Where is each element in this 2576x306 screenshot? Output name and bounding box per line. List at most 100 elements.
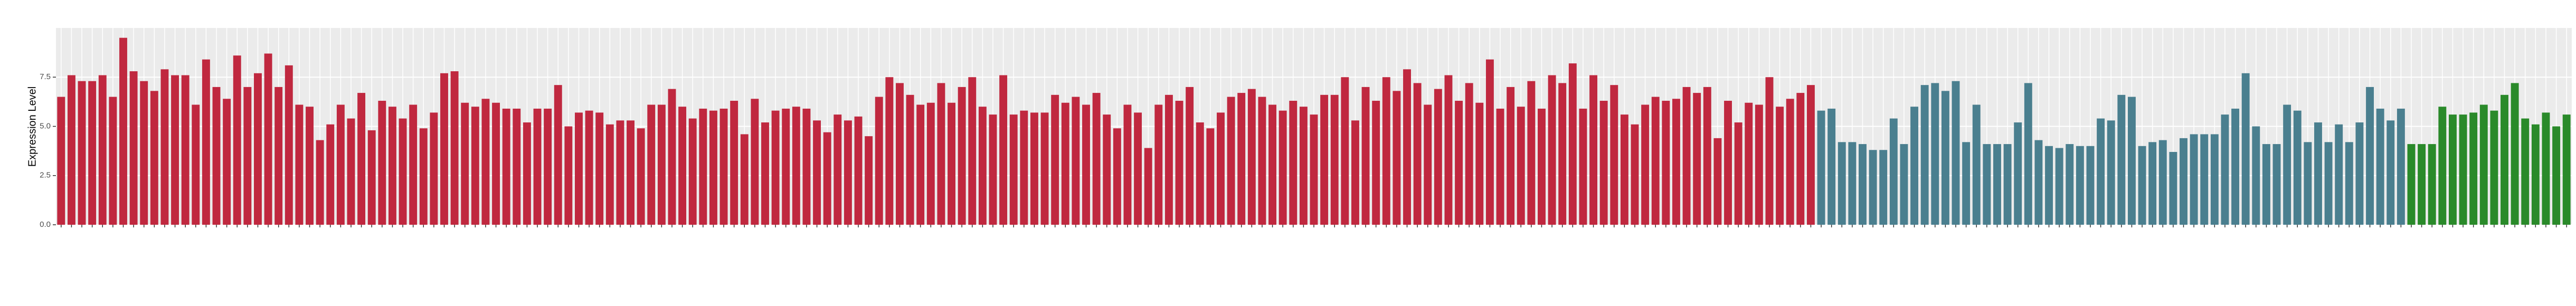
- bar: [1568, 63, 1577, 225]
- bar: [1920, 85, 1929, 225]
- y-tick-label: 7.5: [40, 72, 51, 81]
- bar: [1475, 102, 1484, 225]
- bar: [57, 97, 65, 225]
- bar: [1579, 108, 1587, 225]
- bar: [1455, 101, 1463, 225]
- bar: [1092, 93, 1101, 225]
- bar: [2355, 122, 2364, 225]
- bar: [2428, 144, 2436, 225]
- bar: [1217, 112, 1225, 225]
- bar: [1776, 107, 1784, 225]
- bar: [2231, 108, 2240, 225]
- bar: [1993, 144, 2001, 225]
- bar: [1258, 97, 1266, 225]
- bar: [295, 104, 304, 225]
- bar: [699, 108, 707, 225]
- bar: [1496, 108, 1504, 225]
- bar: [937, 83, 945, 225]
- bar: [1040, 112, 1049, 225]
- bar: [1020, 110, 1028, 225]
- bar: [1589, 75, 1598, 225]
- bar: [730, 101, 738, 225]
- bar: [2521, 118, 2530, 225]
- bar: [440, 73, 448, 225]
- bar: [254, 73, 262, 225]
- bar: [306, 107, 314, 225]
- bar: [1527, 81, 1536, 225]
- y-tick-label: 0.0: [40, 220, 51, 229]
- bar: [668, 89, 676, 225]
- bar: [802, 108, 811, 225]
- bar: [1734, 122, 1742, 225]
- bar: [709, 110, 717, 225]
- bar: [2335, 124, 2343, 225]
- bar: [2304, 142, 2312, 225]
- bar: [347, 118, 355, 225]
- bar: [1330, 94, 1339, 225]
- bar: [171, 75, 179, 225]
- bar: [1413, 83, 1422, 225]
- bar: [2066, 144, 2074, 225]
- bar: [1724, 101, 1732, 225]
- bar: [1517, 107, 1525, 225]
- bar: [461, 102, 469, 225]
- bar: [1082, 104, 1090, 225]
- bar: [2190, 134, 2198, 225]
- bar: [264, 53, 272, 225]
- bar: [1134, 112, 1142, 225]
- bar: [2501, 94, 2508, 225]
- bar: [192, 104, 200, 225]
- bar: [2076, 146, 2084, 225]
- bar: [1444, 75, 1453, 225]
- bar: [1237, 93, 1246, 225]
- bar: [513, 108, 521, 225]
- bar: [1900, 144, 1908, 225]
- bar: [999, 75, 1008, 225]
- bar: [1599, 101, 1608, 225]
- bar: [2241, 73, 2250, 225]
- bar: [212, 87, 221, 225]
- bar: [688, 118, 697, 225]
- bar: [2045, 146, 2053, 225]
- bar: [223, 99, 231, 225]
- bar: [2386, 120, 2395, 225]
- bar: [1962, 142, 1971, 225]
- bar: [1072, 97, 1080, 225]
- bar: [1631, 124, 1639, 225]
- bar: [1827, 108, 1836, 225]
- bar: [181, 75, 190, 225]
- bar: [1434, 89, 1442, 225]
- bar: [129, 71, 138, 225]
- bar: [285, 65, 293, 225]
- bar: [1879, 150, 1888, 225]
- bar: [316, 140, 324, 225]
- bar: [492, 102, 500, 225]
- bar: [388, 107, 396, 225]
- bar: [109, 97, 117, 225]
- bar: [2024, 83, 2032, 225]
- bar: [823, 132, 831, 225]
- y-tick-label: 2.5: [40, 171, 51, 180]
- bar: [2252, 126, 2260, 225]
- bar: [1838, 142, 1846, 225]
- bar: [761, 122, 769, 225]
- bar: [357, 93, 366, 225]
- bar: [2293, 110, 2302, 225]
- bar: [502, 108, 510, 225]
- bar: [1703, 87, 1711, 225]
- bar: [968, 77, 977, 225]
- bar: [740, 134, 749, 225]
- bar: [2552, 126, 2561, 225]
- bar: [865, 136, 873, 225]
- bar: [1299, 107, 1308, 225]
- bar: [2272, 144, 2281, 225]
- bar: [160, 69, 169, 225]
- bar: [1859, 144, 1867, 225]
- bar: [627, 120, 634, 225]
- bar: [378, 101, 386, 225]
- bar: [1051, 94, 1059, 225]
- bar: [813, 120, 821, 225]
- bar: [989, 114, 997, 225]
- bar: [1351, 120, 1359, 225]
